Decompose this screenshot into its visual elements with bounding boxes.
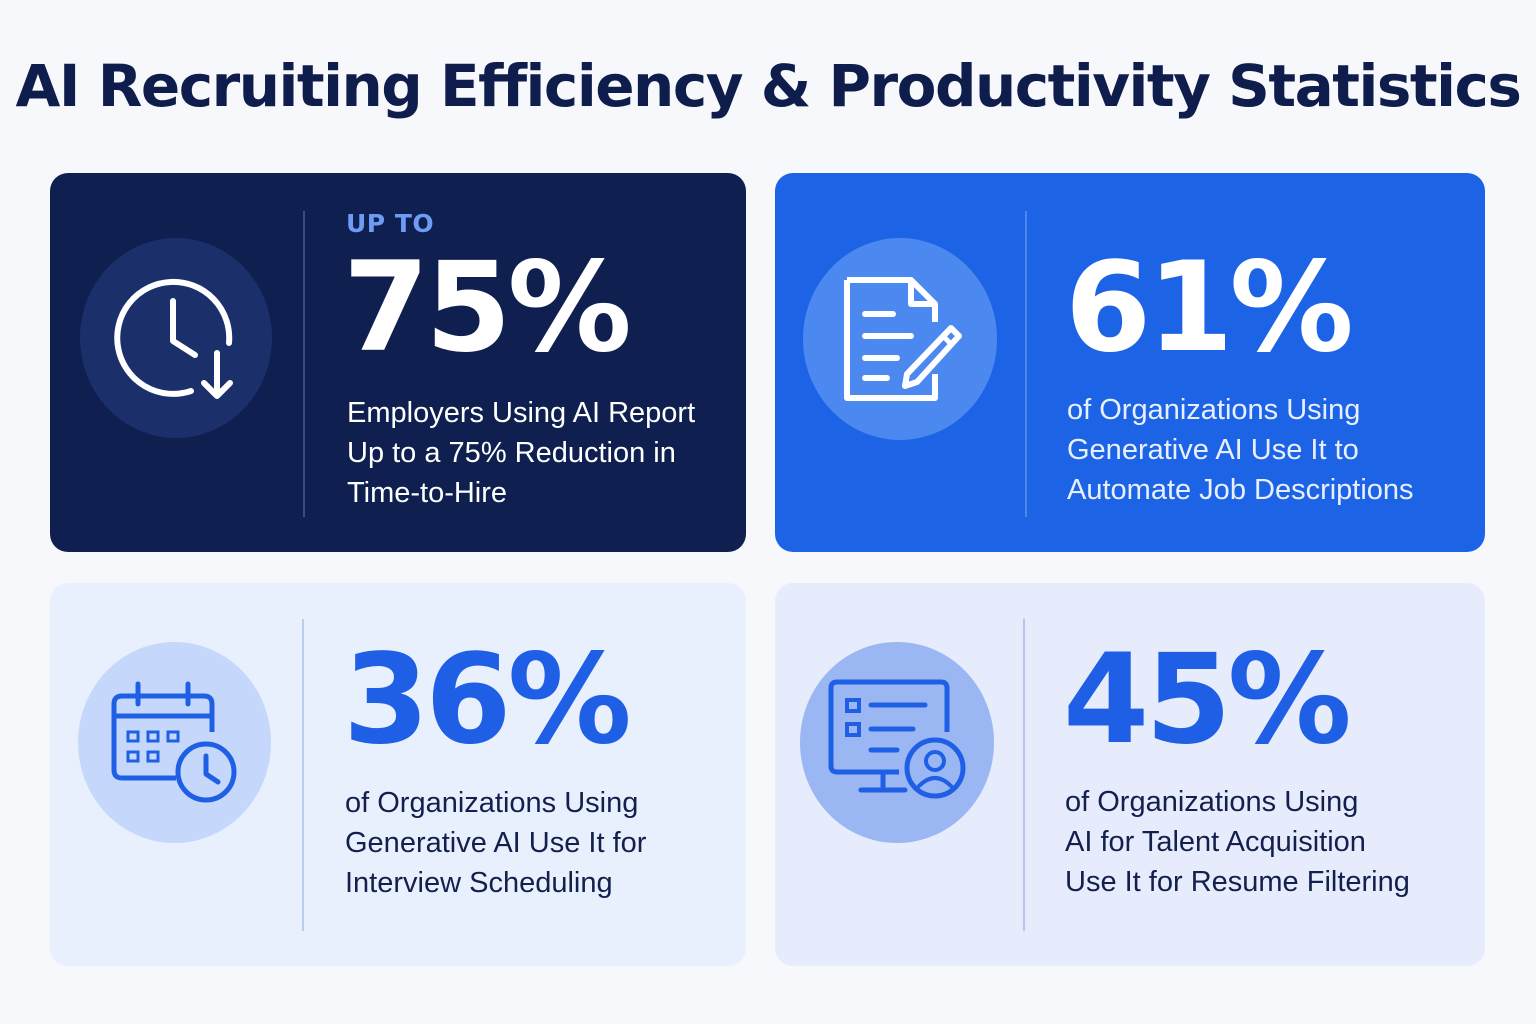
stat-card-job-descriptions: 61% of Organizations Using Generative AI… bbox=[775, 173, 1485, 552]
stat-description: of Organizations Using Generative AI Use… bbox=[1067, 390, 1467, 510]
stat-card-resume-filtering: 45% of Organizations Using AI for Talent… bbox=[775, 583, 1485, 966]
description-line: Up to a 75% Reduction in bbox=[347, 437, 676, 469]
stat-description: of Organizations Using AI for Talent Acq… bbox=[1065, 782, 1465, 902]
stat-value: 61% bbox=[1065, 236, 1354, 380]
icon-badge bbox=[800, 642, 994, 843]
page-title: AI Recruiting Efficiency & Productivity … bbox=[15, 52, 1522, 120]
stat-value: 45% bbox=[1063, 628, 1352, 772]
stat-value: 36% bbox=[343, 628, 632, 772]
stat-description: of Organizations Using Generative AI Use… bbox=[345, 783, 745, 903]
icon-badge bbox=[803, 238, 997, 440]
description-line: Employers Using AI Report bbox=[347, 397, 696, 429]
description-line: Automate Job Descriptions bbox=[1067, 474, 1414, 506]
description-line: of Organizations Using bbox=[345, 787, 639, 819]
monitor-user-icon bbox=[828, 679, 966, 798]
stat-description: Employers Using AI Report Up to a 75% Re… bbox=[347, 393, 746, 513]
stat-value: 75% bbox=[343, 236, 632, 380]
stat-card-time-to-hire: UP TO 75% Employers Using AI Report Up t… bbox=[50, 173, 746, 552]
description-line: Generative AI Use It to bbox=[1067, 434, 1359, 466]
description-line: of Organizations Using bbox=[1067, 394, 1361, 426]
divider bbox=[1023, 619, 1025, 931]
stat-card-interview-scheduling: 36% of Organizations Using Generative AI… bbox=[50, 583, 746, 966]
divider bbox=[1025, 211, 1027, 517]
description-line: Use It for Resume Filtering bbox=[1065, 866, 1410, 898]
clock-down-arrow-icon bbox=[114, 278, 233, 399]
description-line: Generative AI Use It for bbox=[345, 827, 647, 859]
divider bbox=[302, 619, 304, 931]
description-line: Time-to-Hire bbox=[347, 477, 508, 509]
divider bbox=[303, 211, 305, 517]
stat-eyebrow: UP TO bbox=[346, 209, 435, 238]
description-line: of Organizations Using bbox=[1065, 786, 1359, 818]
icon-badge bbox=[78, 642, 271, 843]
calendar-clock-icon bbox=[111, 681, 236, 802]
icon-badge bbox=[80, 238, 272, 438]
document-pencil-icon bbox=[844, 277, 962, 401]
description-line: Interview Scheduling bbox=[345, 867, 613, 899]
description-line: AI for Talent Acquisition bbox=[1065, 826, 1366, 858]
